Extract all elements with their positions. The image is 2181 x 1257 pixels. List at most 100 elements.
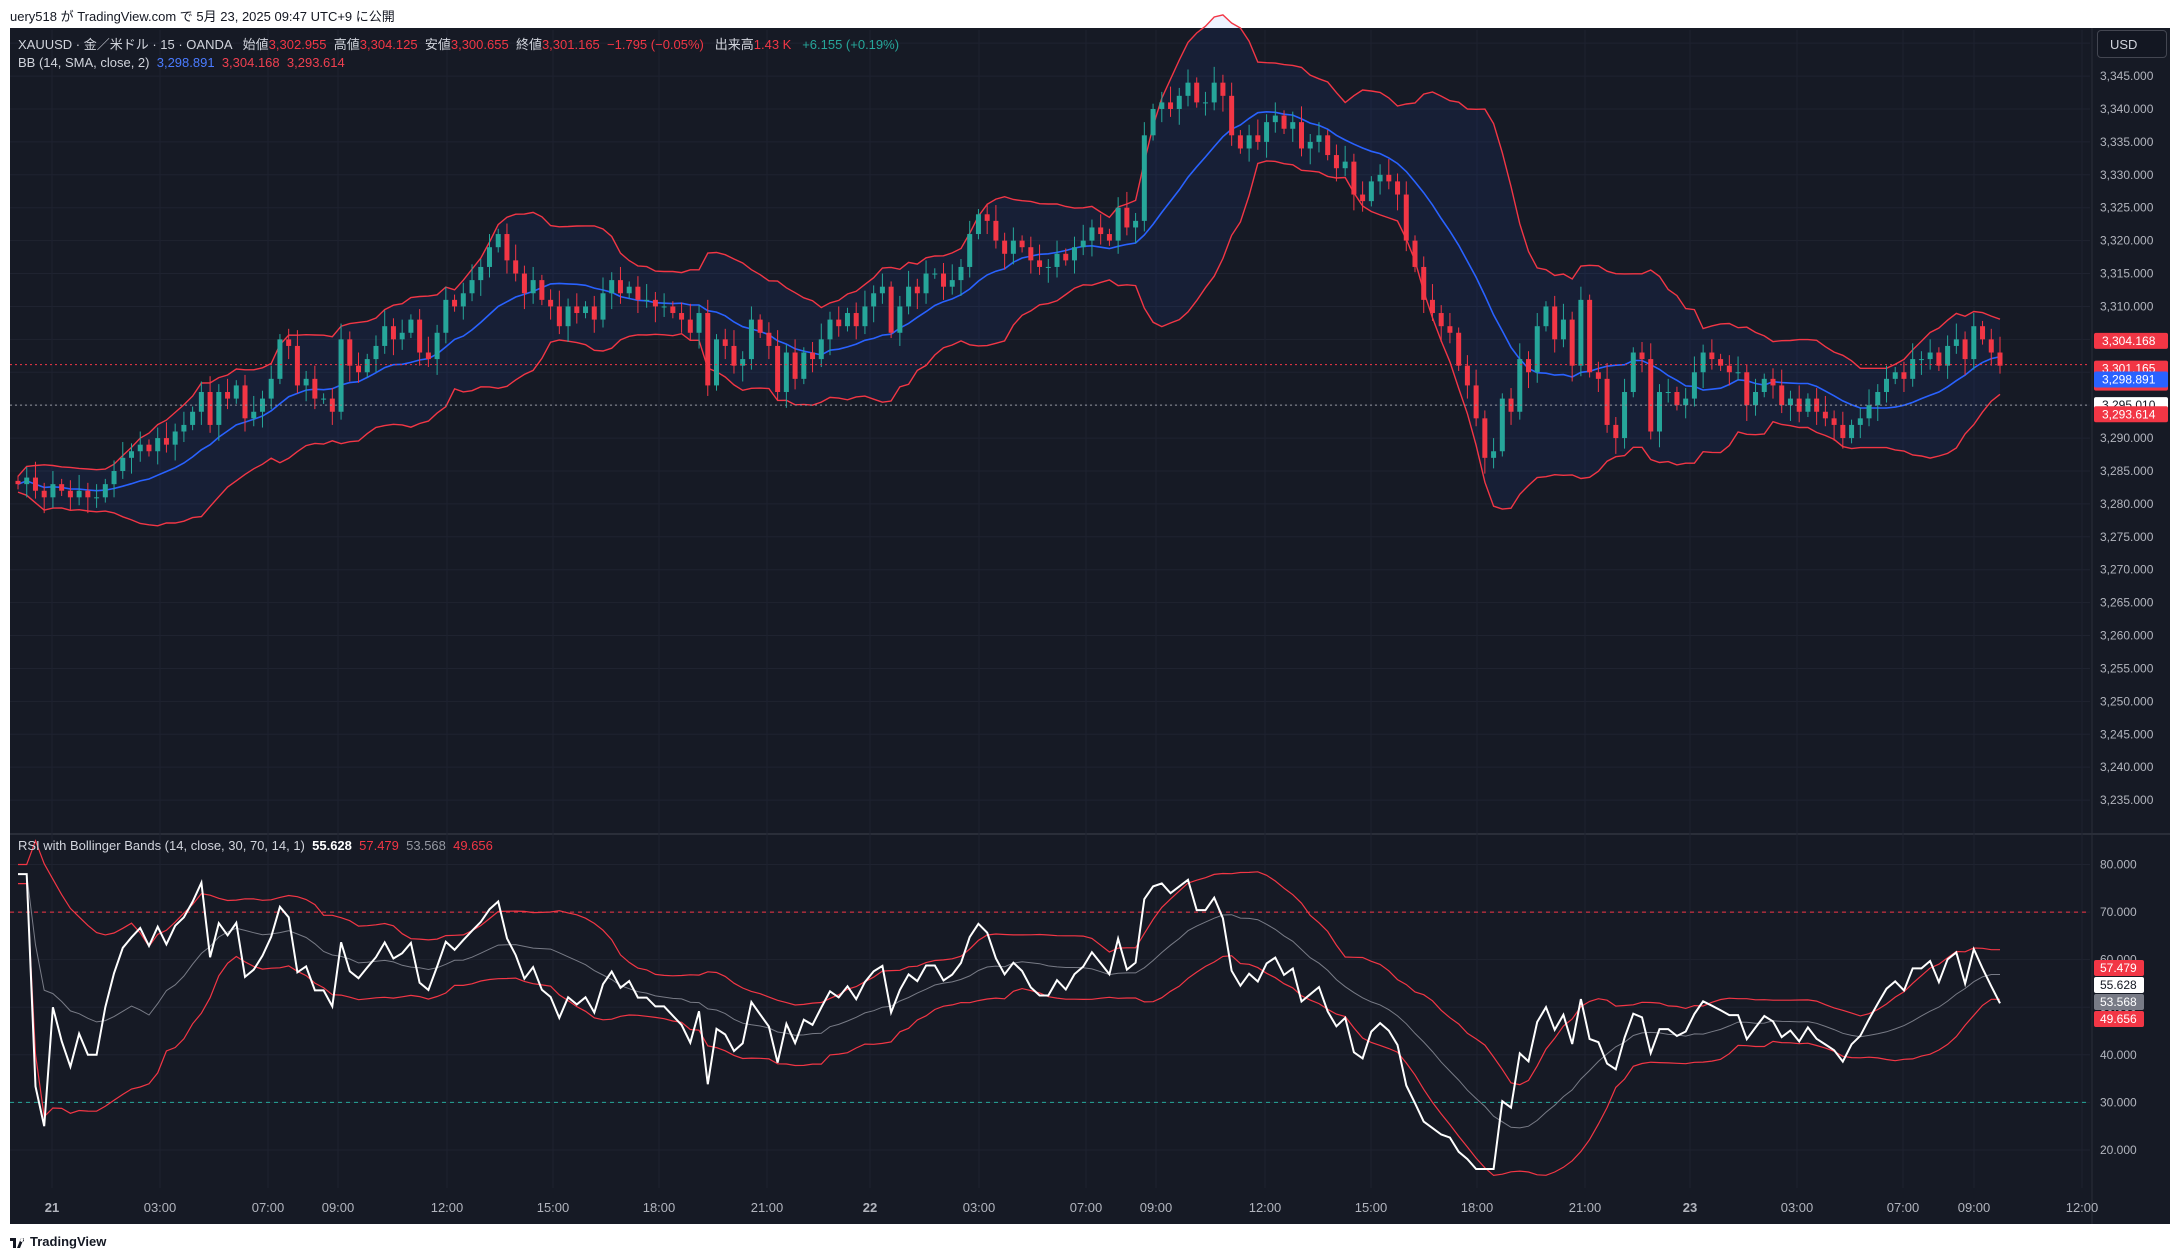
candle-body bbox=[1691, 372, 1697, 399]
candle-body bbox=[102, 484, 108, 498]
candle-body bbox=[1403, 194, 1409, 241]
rsi-upper-value: 57.479 bbox=[359, 838, 399, 853]
brand[interactable]: TradingView bbox=[10, 1234, 106, 1249]
candle-body bbox=[836, 319, 842, 327]
candle-body bbox=[1115, 207, 1121, 241]
candle-body bbox=[1010, 240, 1016, 254]
candle-body bbox=[1604, 378, 1610, 425]
candle-body bbox=[1753, 392, 1759, 406]
candle-body bbox=[1482, 418, 1488, 458]
candle-body bbox=[207, 392, 213, 425]
price-y-tick-label: 3,255.000 bbox=[2100, 661, 2154, 675]
candle-body bbox=[1849, 424, 1855, 439]
candle-body bbox=[548, 299, 554, 307]
rsi-label[interactable]: RSI with Bollinger Bands (14, close, 30,… bbox=[18, 838, 305, 853]
candle-body bbox=[382, 326, 388, 346]
candle-body bbox=[425, 352, 431, 360]
rsi-axis-label: 57.479 bbox=[2100, 961, 2137, 975]
candle-body bbox=[1700, 352, 1706, 373]
candle-body bbox=[1141, 135, 1147, 221]
candle-body bbox=[1473, 385, 1479, 419]
candle-body bbox=[1316, 135, 1322, 142]
candle-body bbox=[679, 313, 685, 320]
candle-body bbox=[495, 234, 501, 248]
candle-body bbox=[1429, 299, 1435, 314]
candle-body bbox=[644, 299, 650, 301]
candle-body bbox=[748, 319, 754, 360]
candle-body bbox=[1665, 392, 1671, 394]
x-tick-label: 09:00 bbox=[1140, 1200, 1173, 1215]
candle-body bbox=[862, 306, 868, 327]
candle-body bbox=[914, 286, 920, 294]
chart-frame[interactable] bbox=[10, 28, 2170, 1224]
candle-body bbox=[1726, 365, 1732, 373]
x-tick-label: 03:00 bbox=[144, 1200, 177, 1215]
candle-body bbox=[740, 359, 746, 366]
price-axis-label: 3,304.168 bbox=[2102, 334, 2156, 348]
price-y-tick-label: 3,240.000 bbox=[2100, 760, 2154, 774]
candle-body bbox=[993, 220, 999, 241]
candle-body bbox=[1953, 339, 1959, 346]
candle-body bbox=[1840, 424, 1846, 439]
candle-body bbox=[626, 286, 632, 294]
rsi-axis-label-bg bbox=[2094, 994, 2144, 1010]
candle-body bbox=[1639, 352, 1645, 360]
candle-body bbox=[1071, 247, 1077, 261]
candle-body bbox=[932, 273, 938, 275]
price-y-tick-label: 3,330.000 bbox=[2100, 168, 2154, 182]
candle-body bbox=[1168, 102, 1174, 109]
rsi-y-tick-label: 20.000 bbox=[2100, 1143, 2137, 1157]
candle-body bbox=[259, 398, 265, 412]
candle-body bbox=[1630, 352, 1636, 393]
x-tick-label: 03:00 bbox=[1781, 1200, 1814, 1215]
candle-body bbox=[1185, 82, 1191, 96]
candle-body bbox=[1534, 326, 1540, 373]
candle-body bbox=[1333, 155, 1339, 169]
candle-body bbox=[329, 398, 335, 412]
price-series-group bbox=[15, 14, 2003, 527]
candle-body bbox=[137, 444, 143, 452]
candle-body bbox=[1194, 82, 1200, 103]
candle-body bbox=[941, 273, 947, 287]
candle-body bbox=[583, 306, 589, 314]
candle-body bbox=[1892, 372, 1898, 379]
share-text: uery518 が TradingView.com で 5月 23, 2025 … bbox=[10, 9, 395, 24]
candle-body bbox=[1150, 108, 1156, 136]
bb-lower-line bbox=[17, 160, 2001, 527]
price-y-tick-label: 3,275.000 bbox=[2100, 530, 2154, 544]
rsi-value: 55.628 bbox=[312, 838, 352, 853]
candle-body bbox=[661, 306, 667, 308]
candle-body bbox=[286, 339, 292, 346]
x-tick-label: 07:00 bbox=[1070, 1200, 1103, 1215]
candle-body bbox=[1063, 253, 1069, 261]
candle-body bbox=[390, 326, 396, 340]
candle-body bbox=[556, 306, 562, 327]
candle-body bbox=[1735, 372, 1741, 374]
candle-body bbox=[1028, 247, 1034, 261]
rsi-axis-label-bg bbox=[2094, 1011, 2144, 1027]
currency-button[interactable]: USD bbox=[2097, 30, 2167, 58]
rsi-bb-upper-line bbox=[18, 839, 2000, 1086]
candle-body bbox=[1988, 339, 1994, 353]
candle-body bbox=[338, 339, 344, 412]
candle-body bbox=[417, 319, 423, 353]
price-y-tick-label: 3,235.000 bbox=[2100, 793, 2154, 807]
price-y-tick-label: 3,290.000 bbox=[2100, 431, 2154, 445]
candle-body bbox=[399, 332, 405, 340]
candle-body bbox=[1002, 240, 1008, 254]
candle-body bbox=[1962, 339, 1968, 360]
candle-body bbox=[1272, 115, 1278, 123]
candle-body bbox=[1229, 95, 1235, 136]
price-y-tick-label: 3,280.000 bbox=[2100, 497, 2154, 511]
candle-body bbox=[1447, 326, 1453, 333]
candle-body bbox=[1936, 352, 1942, 366]
candle-body bbox=[879, 286, 885, 294]
candle-body bbox=[1779, 385, 1785, 406]
x-tick-label: 15:00 bbox=[1355, 1200, 1388, 1215]
price-axis-label: 3,293.614 bbox=[2102, 407, 2156, 421]
candle-body bbox=[1202, 102, 1208, 104]
candle-body bbox=[1377, 174, 1383, 182]
candle-body bbox=[1883, 378, 1889, 393]
candle-body bbox=[967, 234, 973, 267]
